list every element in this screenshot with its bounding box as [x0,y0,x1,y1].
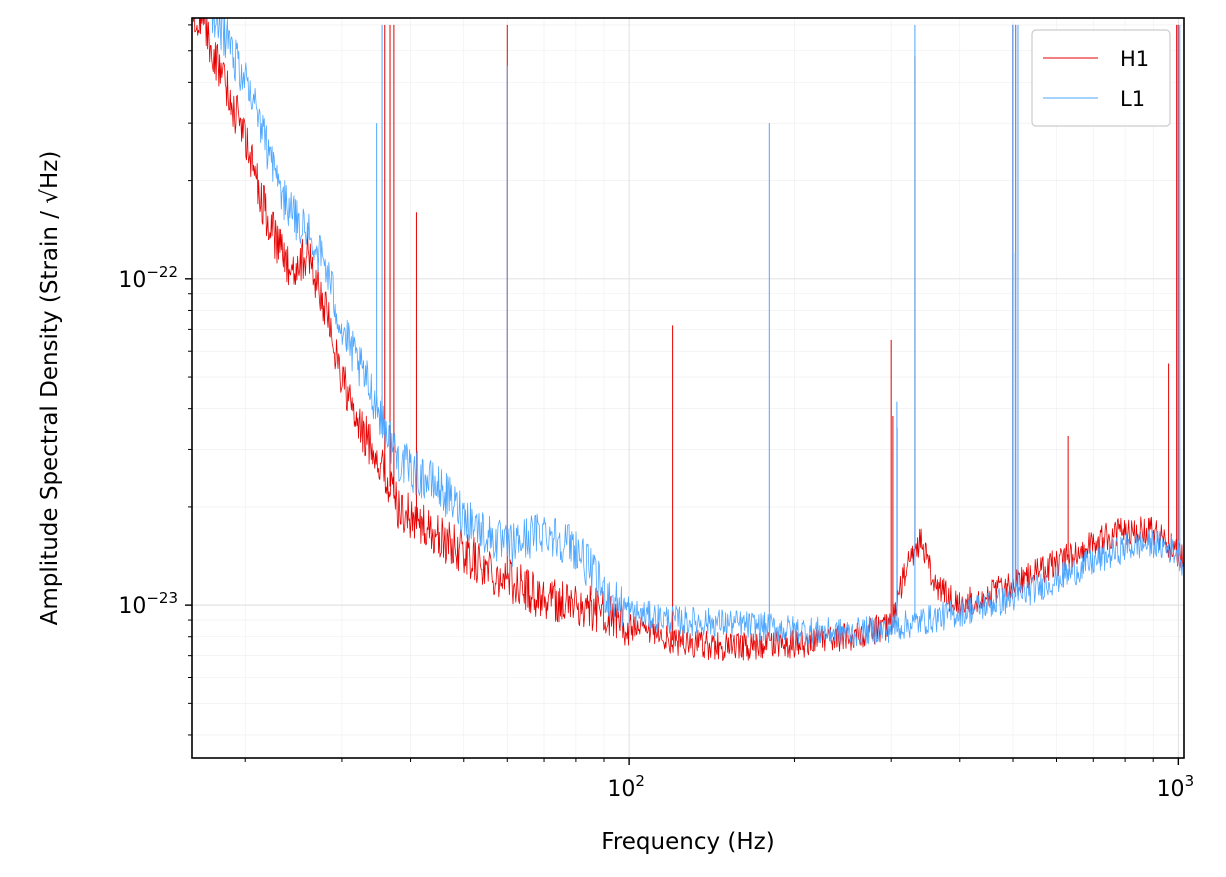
tick-labels: 102 103 10−23 10−22 [118,263,1194,802]
y-tick-label: 10−22 [118,263,178,293]
y-tick-label: 10−23 [118,589,178,619]
axis-ticks [185,24,1180,765]
plot-frame [191,17,1185,759]
legend-label-h1: H1 [1120,47,1149,71]
series-line-h1 [192,18,1184,661]
x-tick-label: 103 [1157,772,1195,802]
x-tick-label: 102 [607,772,645,802]
x-axis-label: Frequency (Hz) [601,829,774,855]
legend: H1 L1 [1031,29,1171,127]
y-axis-label: Amplitude Spectral Density (Strain / √Hz… [37,151,63,626]
series-line-l1 [204,18,1184,647]
legend-label-l1: L1 [1120,87,1145,111]
series-layer [192,18,1184,661]
legend-box [1031,29,1171,127]
